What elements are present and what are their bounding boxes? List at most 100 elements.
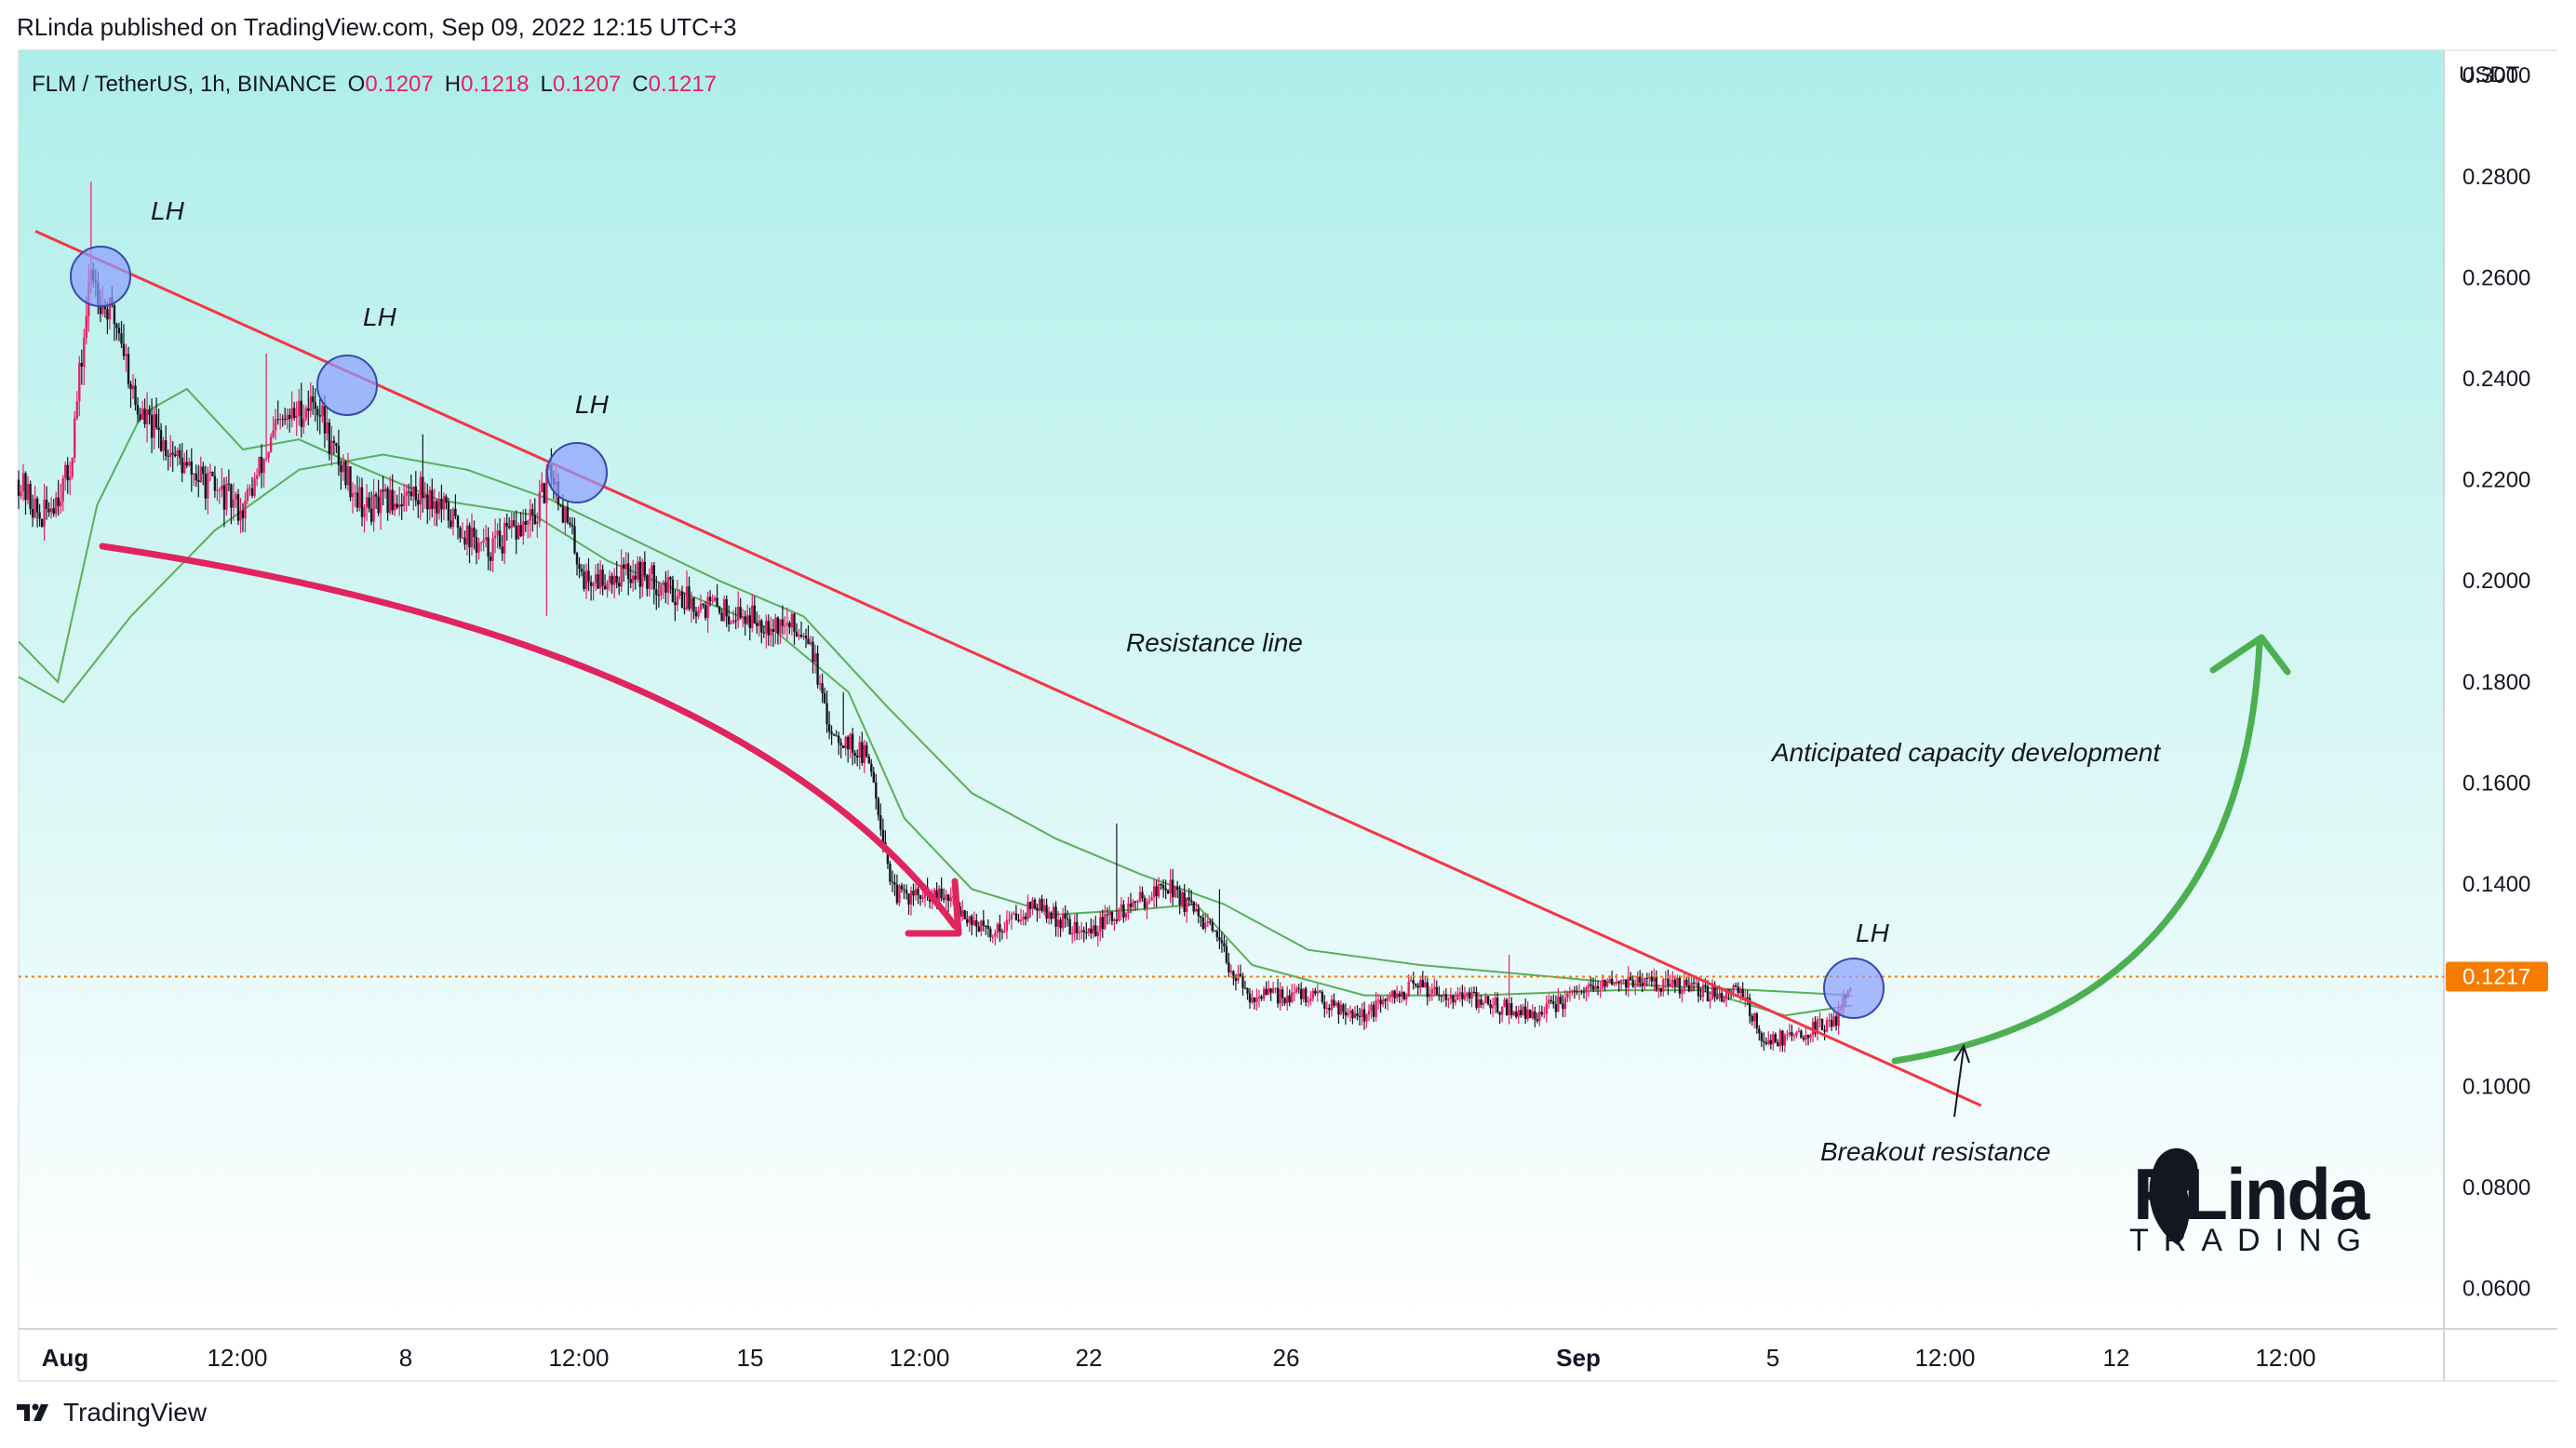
candle-down <box>1774 1034 1777 1042</box>
candle-down <box>115 324 118 328</box>
candle-up <box>746 615 749 624</box>
candle-up <box>863 744 865 763</box>
candle-up <box>1797 1030 1801 1033</box>
candle-down <box>202 466 205 475</box>
candle-up <box>798 635 800 637</box>
candle-up <box>1503 999 1506 1007</box>
tradingview-footer[interactable]: TradingView <box>17 1398 207 1428</box>
x-tick-label: 12:00 <box>1914 1344 1975 1372</box>
candle-up <box>131 385 135 390</box>
candle-down <box>524 521 527 525</box>
candle-up <box>809 641 812 645</box>
candle-down <box>688 586 691 610</box>
candle-down <box>669 577 672 580</box>
candle-up <box>818 683 822 685</box>
lh-marker-1[interactable]: LH <box>70 196 185 307</box>
candle-up <box>1627 975 1630 988</box>
uptrend-arrow[interactable] <box>1891 634 2291 1065</box>
candle-down <box>1187 897 1190 901</box>
open-value: 0.1207 <box>365 72 433 97</box>
candle-up <box>996 923 1000 933</box>
candle-up <box>1788 1032 1791 1035</box>
candle-up <box>1169 879 1172 893</box>
candle-up <box>1577 990 1581 992</box>
candle-up <box>74 418 76 459</box>
candle-down <box>167 455 169 457</box>
breakout-resistance-label: Breakout resistance <box>1820 1137 2050 1166</box>
candle-up <box>1008 919 1011 921</box>
candle-up <box>1566 993 1569 999</box>
candle-up <box>1152 886 1156 898</box>
candle-down <box>1706 986 1710 1001</box>
lh-circle-3 <box>546 442 608 503</box>
candle-up <box>286 414 288 421</box>
candle-down <box>1438 994 1441 996</box>
candle-up <box>1818 1019 1821 1020</box>
candle-up <box>1395 993 1399 999</box>
candle-down <box>982 920 985 926</box>
candle-down <box>148 409 151 415</box>
y-tick-label: 0.2600 <box>2462 265 2530 290</box>
candle-down <box>597 574 599 589</box>
candle-down <box>1211 922 1214 931</box>
breakout-pointer-head <box>1953 1043 1970 1064</box>
candle-up <box>1783 1035 1787 1046</box>
candle-down <box>655 589 658 596</box>
candle-down <box>1486 996 1490 1004</box>
candle-down <box>1777 1041 1779 1047</box>
candle-up <box>34 498 36 518</box>
candle-up <box>1517 1010 1520 1017</box>
candle-down <box>674 602 677 606</box>
candle-up <box>648 574 651 589</box>
close-label: C <box>632 72 648 97</box>
candle-down <box>1161 885 1165 889</box>
candle-up <box>1683 980 1686 990</box>
candle-up <box>606 583 609 590</box>
candle-down <box>318 415 321 417</box>
candle-up <box>1522 1006 1524 1015</box>
candle-down <box>250 488 254 496</box>
candle-down <box>870 763 873 772</box>
candle-down <box>638 561 641 587</box>
candle-up <box>1458 992 1462 994</box>
candle-down <box>1218 937 1221 941</box>
candle-down <box>1393 990 1396 999</box>
candle-down <box>154 414 158 428</box>
candle-down <box>230 484 233 508</box>
candle-down <box>776 617 780 634</box>
candle-down <box>165 440 168 456</box>
candle-up <box>632 575 635 583</box>
candle-down <box>610 575 613 585</box>
candle-down <box>1214 930 1216 932</box>
candle-up <box>225 483 228 510</box>
published-header: RLinda published on TradingView.com, Sep… <box>17 13 737 41</box>
candle-up <box>1622 979 1625 981</box>
candle-up <box>785 623 789 625</box>
candle-up <box>722 598 726 622</box>
candle-down <box>827 724 831 732</box>
candle-up <box>1454 999 1457 1003</box>
candle-up <box>1325 1008 1328 1010</box>
downtrend-arrow[interactable] <box>99 543 962 937</box>
candle-down <box>793 613 796 632</box>
lh-marker-3[interactable]: LH <box>546 390 610 503</box>
lh-circle-4 <box>1823 958 1885 1019</box>
candle-up <box>1389 996 1391 999</box>
candle-up <box>1811 1021 1815 1035</box>
candle-up <box>193 474 195 475</box>
candle-down <box>762 632 765 634</box>
candle-down <box>1415 984 1417 985</box>
candle-down <box>323 405 327 434</box>
candle-up <box>730 623 732 624</box>
lh-marker-2[interactable]: LH <box>316 302 397 416</box>
candle-up <box>1433 986 1436 989</box>
candle-up <box>1099 917 1102 932</box>
candle-up <box>1463 996 1467 999</box>
candle-up <box>255 475 259 479</box>
candle-up <box>55 497 58 515</box>
lh-marker-4[interactable]: LH <box>1823 918 1890 1019</box>
candle-down <box>489 556 492 561</box>
candle-up <box>1132 901 1134 907</box>
candle-up <box>1013 913 1015 915</box>
